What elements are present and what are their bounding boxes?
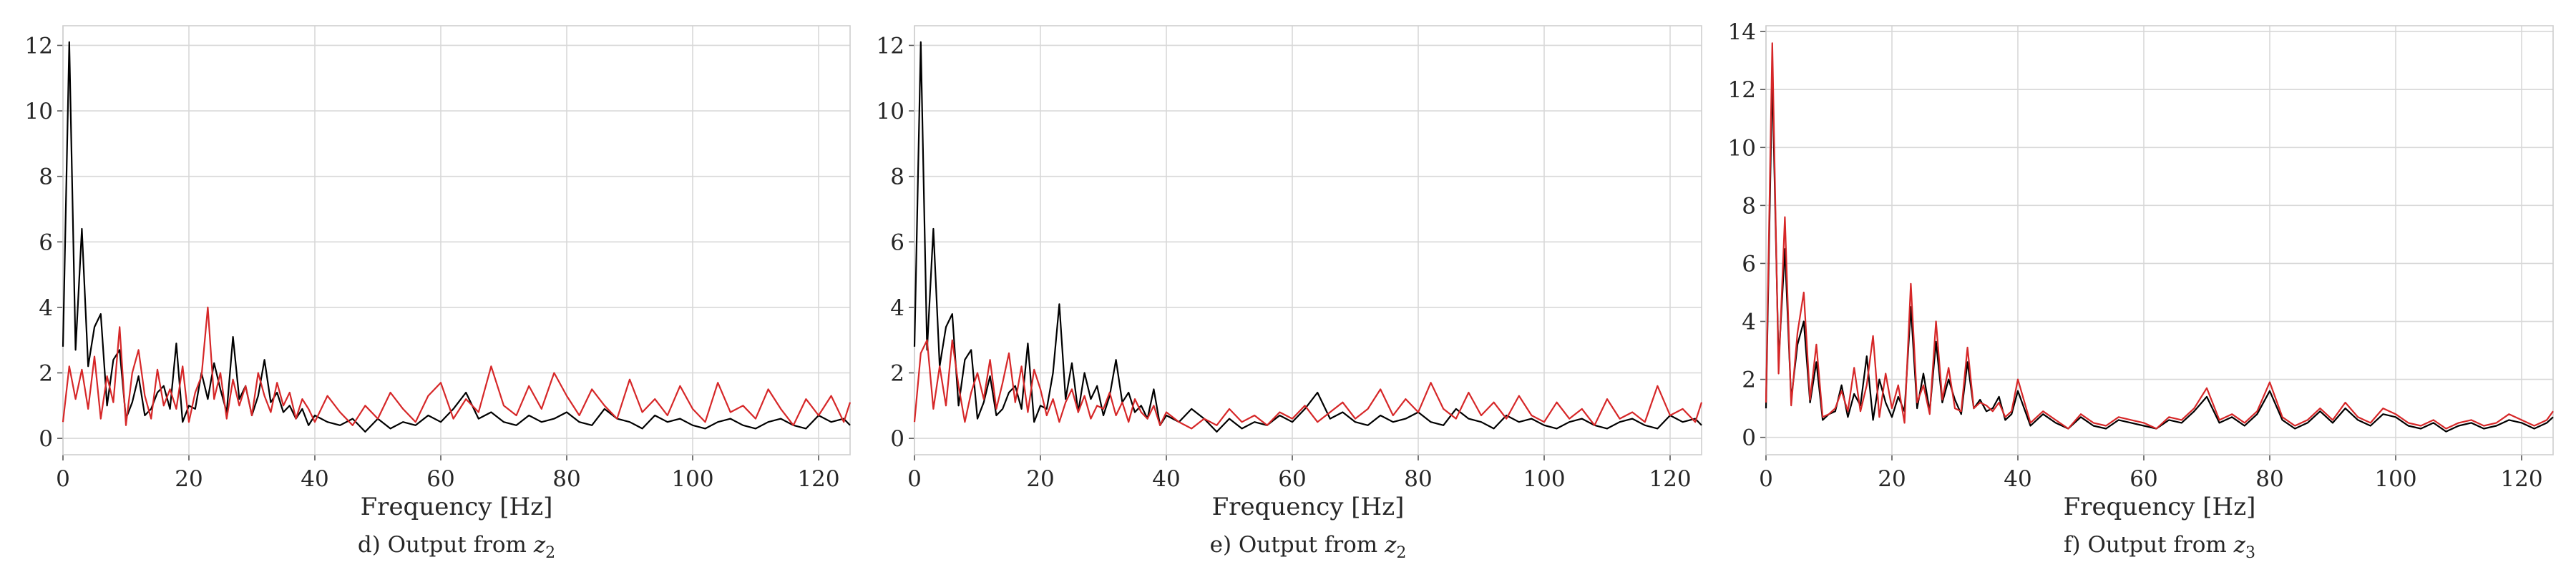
y-tick-label: 0 xyxy=(890,426,904,452)
x-tick-label: 60 xyxy=(426,466,454,492)
y-tick-label: 10 xyxy=(1728,135,1756,161)
series-red-line xyxy=(1765,42,2554,430)
x-tick-label: 120 xyxy=(797,466,839,492)
y-tick-label: 0 xyxy=(1742,425,1756,451)
x-tick-label: 0 xyxy=(1759,466,1773,492)
x-tick-label: 40 xyxy=(301,466,328,492)
caption-variable: z xyxy=(1384,532,1397,558)
caption-subscript: 3 xyxy=(2245,544,2255,562)
y-tick-label: 6 xyxy=(1742,251,1756,277)
plot-frame xyxy=(62,25,851,455)
y-tick-label: 8 xyxy=(890,164,904,190)
series-red-line xyxy=(913,339,1703,430)
chart-panel: 0 20 40 60 80 100 120 0 2 4 6 8 10 12 Frequency [Hz] d)… xyxy=(25,25,852,562)
series-red-line xyxy=(62,306,852,426)
y-tick-label: 12 xyxy=(1728,77,1756,103)
series-black-line xyxy=(1765,74,2554,433)
x-tick-label: 40 xyxy=(1152,466,1180,492)
y-tick-label: 2 xyxy=(39,360,53,386)
y-tick-label: 10 xyxy=(877,99,904,124)
x-tick-label: 20 xyxy=(175,466,203,492)
y-tick-label: 4 xyxy=(890,295,904,321)
x-tick-label: 120 xyxy=(1649,466,1691,492)
panel-caption: d) Output from z2 xyxy=(358,532,555,562)
y-tick-label: 14 xyxy=(1728,19,1756,45)
y-tick-label: 8 xyxy=(1742,193,1756,219)
caption-text: d) Output from xyxy=(358,532,534,558)
plot-frame xyxy=(1765,25,2554,455)
x-tick-label: 0 xyxy=(907,466,922,492)
x-tick-label: 20 xyxy=(1878,466,1906,492)
caption-text: f) Output from xyxy=(2064,532,2234,558)
y-tick-label: 4 xyxy=(1742,310,1756,335)
y-tick-label: 2 xyxy=(890,360,904,386)
panel-caption: f) Output from z3 xyxy=(2064,532,2255,562)
y-tick-label: 6 xyxy=(39,230,53,255)
x-axis-label: Frequency [Hz] xyxy=(2064,493,2256,521)
caption-variable: z xyxy=(2233,532,2246,558)
panel-caption: e) Output from z2 xyxy=(1210,532,1407,562)
series-black-line xyxy=(913,41,1702,433)
x-axis-label: Frequency [Hz] xyxy=(1212,493,1405,521)
caption-text: e) Output from xyxy=(1210,532,1385,558)
x-tick-label: 80 xyxy=(552,466,580,492)
x-tick-label: 80 xyxy=(2255,466,2283,492)
plot-area xyxy=(914,26,1702,455)
y-tick-label: 6 xyxy=(890,230,904,255)
chart-panel: 0 20 40 60 80 100 120 0 2 4 6 8 10 12 Frequency [Hz] e)… xyxy=(877,25,1703,562)
y-tick-label: 2 xyxy=(1742,368,1756,393)
plot-area xyxy=(63,26,850,455)
y-tick-label: 12 xyxy=(877,33,904,59)
caption-subscript: 2 xyxy=(545,544,555,562)
series-black-line xyxy=(62,41,851,433)
plot-frame xyxy=(914,25,1702,455)
x-tick-label: 80 xyxy=(1404,466,1432,492)
y-tick-label: 0 xyxy=(39,426,53,452)
x-tick-label: 100 xyxy=(2374,466,2416,492)
caption-variable: z xyxy=(533,532,546,558)
y-tick-label: 12 xyxy=(25,33,53,59)
x-tick-label: 120 xyxy=(2500,466,2542,492)
x-tick-label: 0 xyxy=(56,466,70,492)
x-tick-label: 40 xyxy=(2004,466,2031,492)
x-tick-label: 20 xyxy=(1026,466,1054,492)
x-tick-label: 100 xyxy=(671,466,713,492)
caption-subscript: 2 xyxy=(1396,544,1406,562)
y-tick-label: 8 xyxy=(39,164,53,190)
chart-panel: 0 20 40 60 80 100 120 0 2 4 6 8 10 12 14 Frequency [Hz]… xyxy=(1728,19,2554,562)
y-tick-label: 10 xyxy=(25,99,53,124)
x-axis-label: Frequency [Hz] xyxy=(361,493,553,521)
x-tick-label: 100 xyxy=(1523,466,1565,492)
x-tick-label: 60 xyxy=(1278,466,1306,492)
plot-area xyxy=(1766,26,2553,455)
x-tick-label: 60 xyxy=(2129,466,2157,492)
y-tick-label: 4 xyxy=(39,295,53,321)
